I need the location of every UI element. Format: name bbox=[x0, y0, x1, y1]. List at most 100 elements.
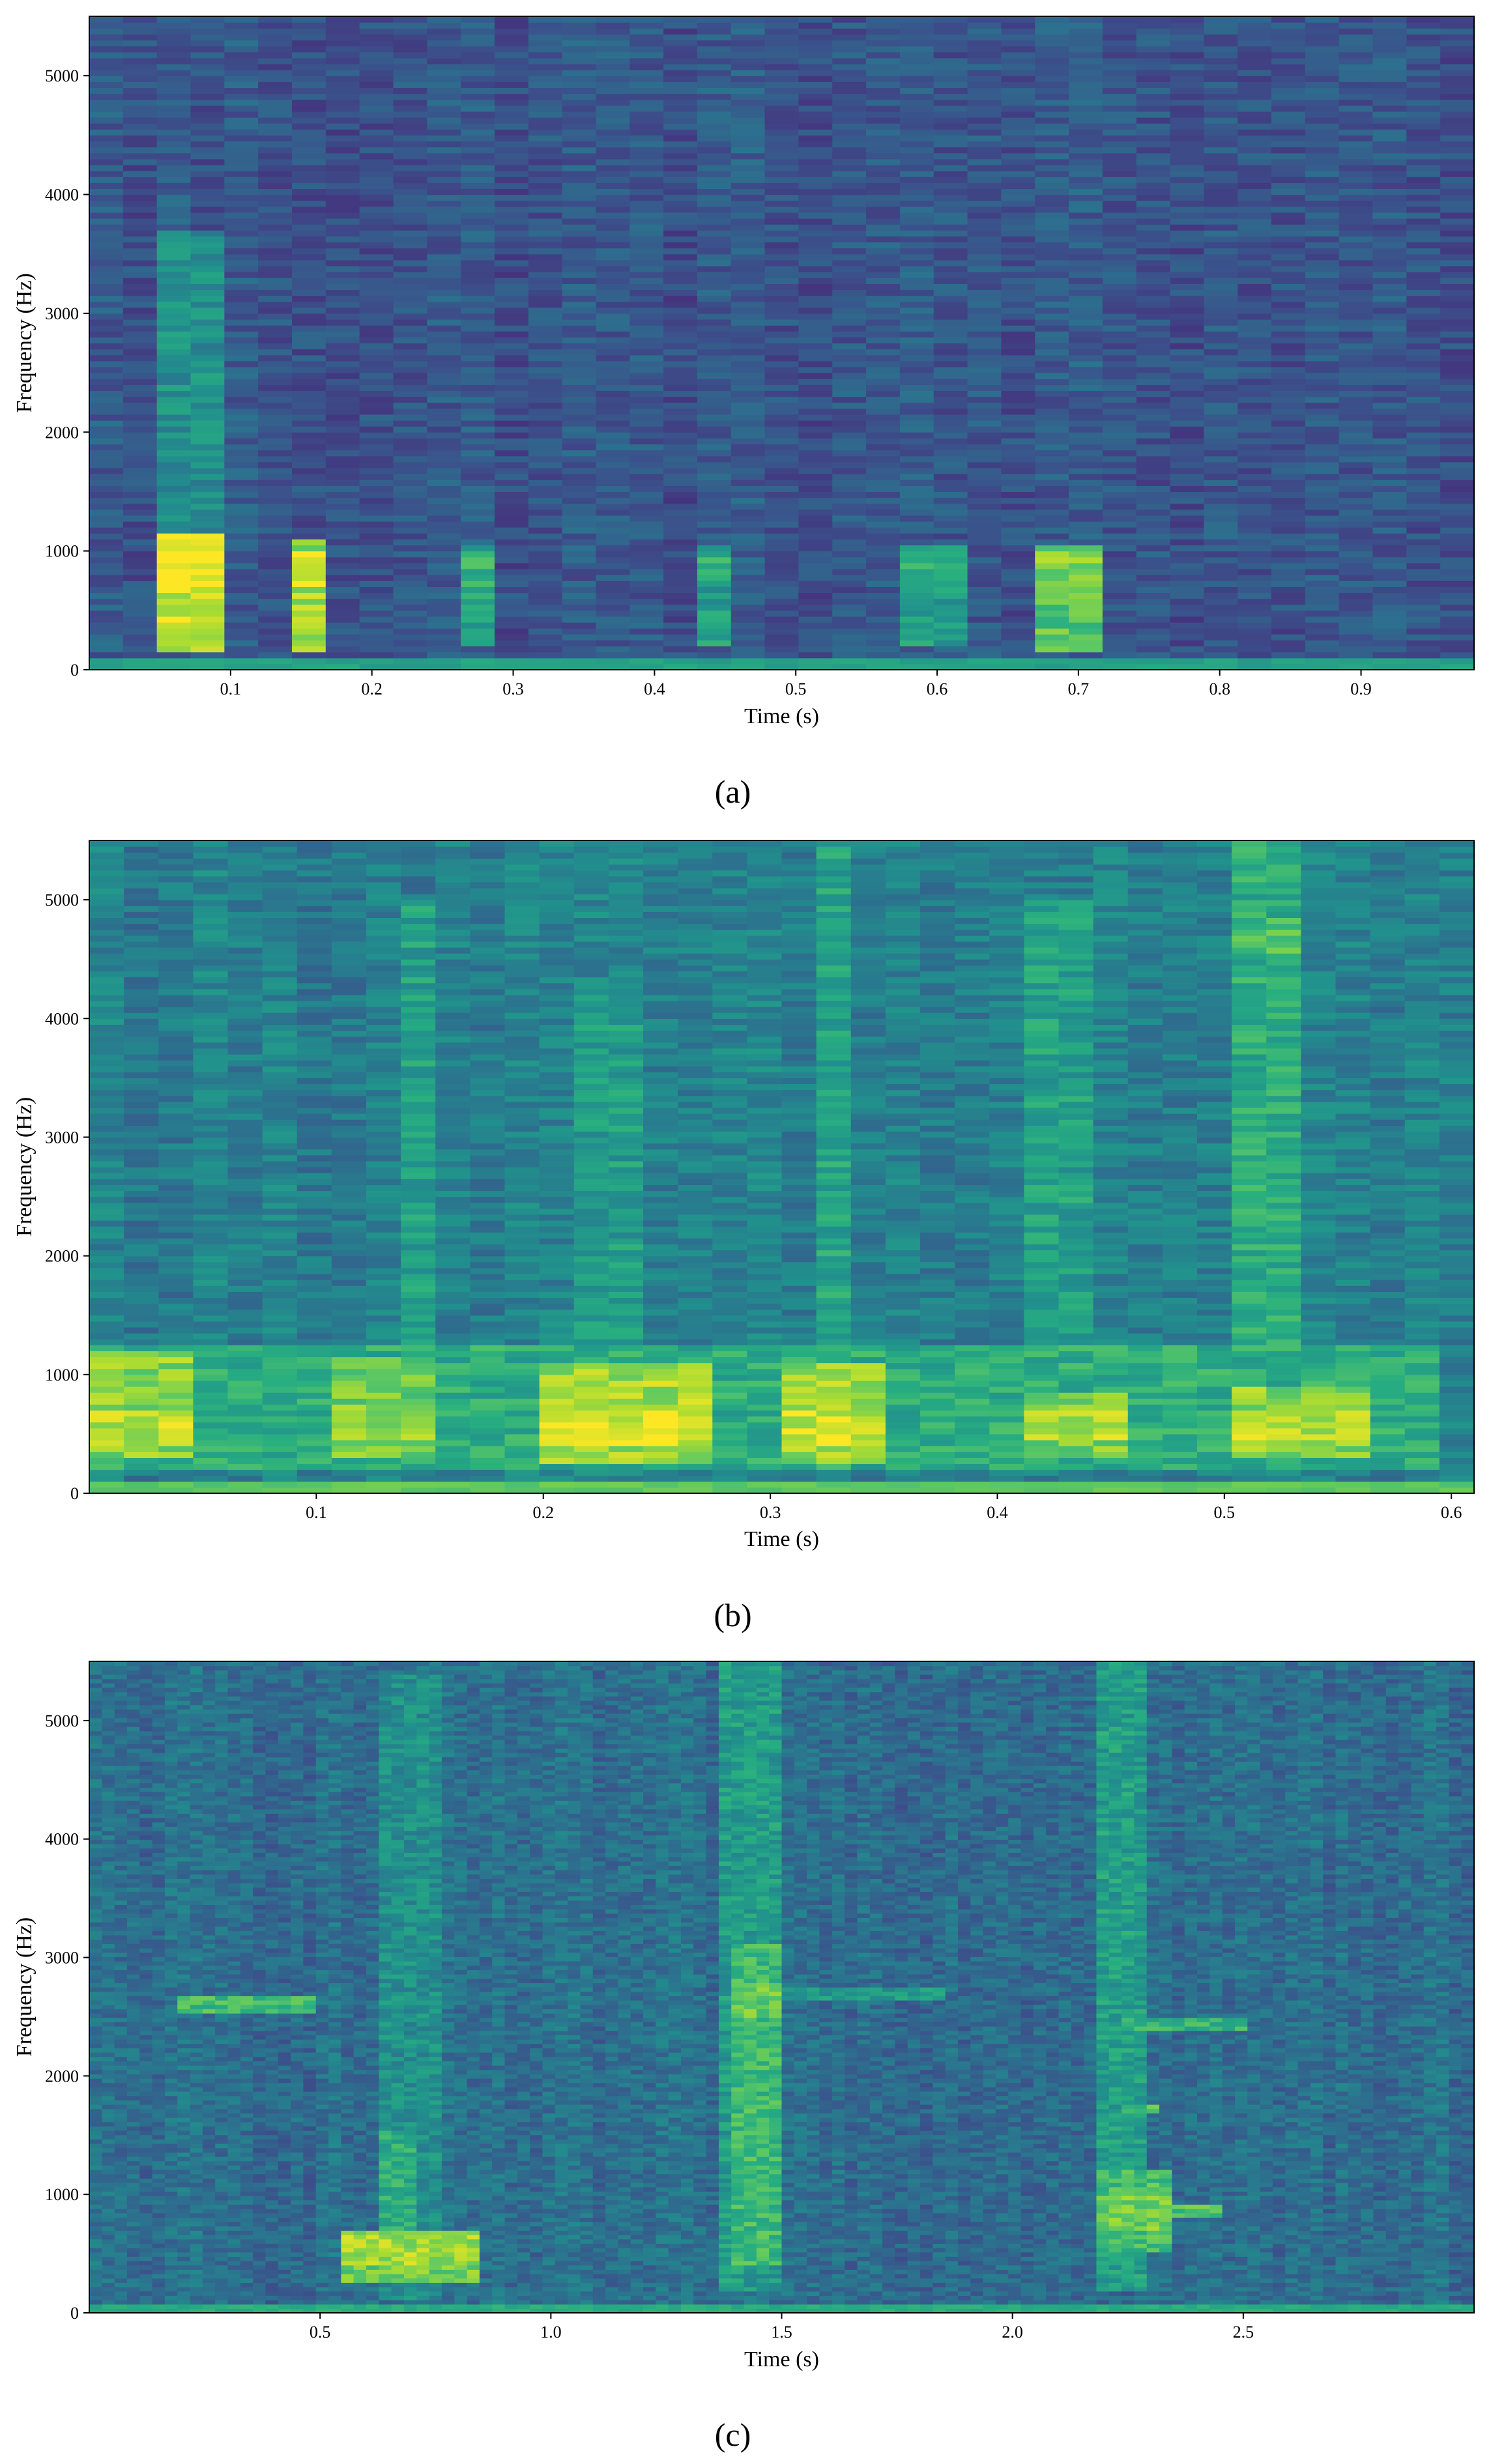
spectrogram-cell bbox=[1238, 76, 1272, 82]
spectrogram-cell bbox=[89, 224, 124, 231]
spectrogram-cell bbox=[1204, 402, 1238, 409]
spectrogram-cell bbox=[1136, 295, 1171, 302]
spectrogram-cell bbox=[764, 461, 800, 468]
spectrogram-cell bbox=[1238, 147, 1272, 154]
spectrogram-cell bbox=[258, 343, 293, 350]
spectrogram-cell bbox=[1204, 349, 1238, 356]
spectrogram-cell bbox=[1305, 200, 1340, 207]
spectrogram-cell bbox=[89, 551, 124, 558]
spectrogram-cell bbox=[258, 46, 293, 53]
spectrogram-cell bbox=[731, 414, 766, 421]
spectrogram-cell bbox=[1305, 218, 1340, 225]
spectrogram-cell bbox=[1372, 164, 1407, 171]
spectrogram-cell bbox=[1035, 57, 1069, 64]
spectrogram-cell bbox=[1102, 212, 1137, 219]
spectrogram-cell bbox=[427, 34, 461, 41]
spectrogram-cell bbox=[1406, 455, 1441, 463]
spectrogram-cell bbox=[832, 63, 867, 70]
spectrogram-cell bbox=[1035, 230, 1069, 236]
spectrogram-cell bbox=[359, 622, 394, 629]
spectrogram-cell bbox=[494, 610, 529, 617]
spectrogram-cell bbox=[967, 396, 1002, 403]
spectrogram-cell bbox=[124, 1309, 159, 1316]
spectrogram-cell bbox=[359, 497, 394, 504]
spectrogram-cell bbox=[190, 182, 225, 190]
y-tick-label: 2000 bbox=[45, 423, 79, 442]
spectrogram-cell bbox=[427, 57, 461, 64]
spectrogram-cell bbox=[1102, 663, 1137, 670]
spectrogram-cell bbox=[190, 646, 225, 653]
spectrogram-cell bbox=[899, 63, 934, 70]
spectrogram-cell bbox=[1406, 177, 1441, 183]
spectrogram-cell bbox=[325, 444, 360, 451]
spectrogram-cell bbox=[89, 1053, 124, 1061]
spectrogram-cell bbox=[427, 384, 461, 392]
spectrogram-cell bbox=[1339, 349, 1374, 356]
spectrogram-cell bbox=[1001, 182, 1035, 190]
spectrogram-cell bbox=[697, 640, 732, 647]
spectrogram-cell bbox=[258, 640, 293, 647]
spectrogram-cell bbox=[124, 1220, 159, 1227]
spectrogram-cell bbox=[1170, 212, 1204, 219]
spectrogram-cell bbox=[1204, 497, 1238, 504]
spectrogram-cell bbox=[832, 408, 867, 415]
spectrogram-cell bbox=[798, 432, 833, 438]
spectrogram-cell bbox=[158, 1481, 194, 1488]
spectrogram-cell bbox=[663, 604, 698, 611]
spectrogram-cell bbox=[1406, 384, 1441, 392]
spectrogram-cell bbox=[1305, 259, 1340, 266]
spectrogram-cell bbox=[1440, 111, 1475, 118]
spectrogram-cell bbox=[1170, 503, 1204, 510]
spectrogram-cell bbox=[663, 373, 698, 379]
spectrogram-cell bbox=[663, 390, 698, 397]
spectrogram-cell bbox=[124, 1000, 159, 1007]
spectrogram-cell bbox=[731, 70, 766, 76]
spectrogram-cell bbox=[1069, 63, 1103, 70]
spectrogram-cell bbox=[359, 420, 394, 427]
spectrogram-cell bbox=[494, 34, 529, 41]
spectrogram-cell bbox=[630, 206, 664, 213]
spectrogram-cell bbox=[156, 580, 192, 587]
spectrogram-cell bbox=[89, 1066, 124, 1072]
spectrogram-cell bbox=[562, 480, 597, 486]
spectrogram-cell bbox=[1170, 194, 1204, 201]
spectrogram-cell bbox=[1440, 99, 1475, 106]
spectrogram-cell bbox=[193, 923, 229, 930]
spectrogram-cell bbox=[630, 117, 664, 124]
spectrogram-cell bbox=[1440, 509, 1475, 516]
spectrogram-cell bbox=[866, 461, 901, 468]
spectrogram-cell bbox=[697, 562, 732, 569]
spectrogram-cell bbox=[663, 164, 698, 171]
spectrogram-cell bbox=[866, 51, 901, 59]
spectrogram-cell bbox=[697, 366, 732, 373]
spectrogram-cell bbox=[967, 622, 1002, 629]
spectrogram-cell bbox=[967, 164, 1002, 171]
spectrogram-cell bbox=[899, 141, 934, 148]
spectrogram-cell bbox=[1035, 212, 1069, 219]
spectrogram-cell bbox=[1204, 586, 1238, 594]
spectrogram-cell bbox=[562, 628, 597, 635]
spectrogram-cell bbox=[1001, 646, 1035, 653]
spectrogram-cell bbox=[158, 852, 194, 859]
spectrogram-cell bbox=[461, 87, 495, 94]
spectrogram-cell bbox=[866, 76, 901, 82]
spectrogram-cell bbox=[1069, 105, 1103, 112]
spectrogram-cell bbox=[562, 81, 597, 89]
spectrogram-cell bbox=[697, 152, 732, 160]
spectrogram-cell bbox=[1372, 129, 1407, 136]
spectrogram-cell bbox=[1170, 349, 1204, 356]
spectrogram-cell bbox=[193, 1273, 229, 1280]
spectrogram-cell bbox=[258, 652, 293, 659]
spectrogram-cell bbox=[258, 313, 293, 320]
spectrogram-cell bbox=[866, 129, 901, 136]
spectrogram-cell bbox=[1372, 354, 1407, 362]
spectrogram-cell bbox=[1102, 51, 1137, 59]
spectrogram-cell bbox=[866, 610, 901, 617]
spectrogram-cell bbox=[764, 188, 800, 195]
spectrogram-cell bbox=[124, 1160, 159, 1168]
spectrogram-cell bbox=[1136, 414, 1171, 421]
spectrogram-cell bbox=[1069, 521, 1103, 528]
spectrogram-cell bbox=[528, 379, 563, 385]
spectrogram-cell bbox=[967, 152, 1002, 160]
spectrogram-cell bbox=[158, 1440, 194, 1446]
